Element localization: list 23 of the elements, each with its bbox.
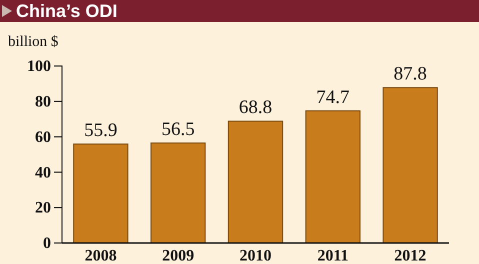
y-tick-label: 0 [43, 235, 51, 252]
bar [228, 120, 284, 244]
y-tick-label: 100 [27, 58, 51, 76]
x-tick-label: 2012 [394, 247, 426, 264]
y-tick-label: 40 [35, 164, 51, 182]
data-label: 87.8 [394, 64, 427, 85]
y-tick-label: 20 [35, 200, 51, 217]
y-tick-label: 80 [35, 94, 51, 111]
bar [150, 142, 206, 244]
data-label: 68.8 [238, 97, 272, 118]
y-tick-label: 60 [35, 128, 51, 146]
x-tick-label: 2011 [317, 247, 348, 264]
bar [305, 110, 360, 244]
x-tick-label: 2009 [162, 247, 194, 264]
chart-title: China’s ODI [16, 1, 118, 21]
x-tick-label: 2010 [240, 247, 272, 264]
bar [382, 87, 438, 244]
y-axis-title: billion $ [8, 34, 59, 50]
data-label: 74.7 [316, 86, 350, 108]
data-label: 56.5 [161, 118, 195, 140]
bar [73, 144, 128, 244]
x-tick-label: 2008 [84, 247, 117, 264]
data-label: 55.9 [84, 120, 118, 142]
